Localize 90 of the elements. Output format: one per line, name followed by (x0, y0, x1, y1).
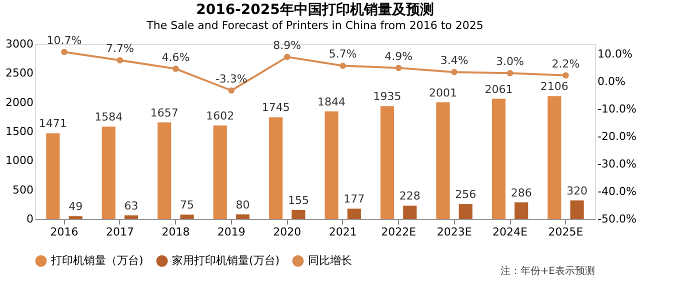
data-label: 1745 (262, 101, 290, 114)
data-label: 1935 (373, 90, 402, 104)
bar (458, 204, 472, 219)
bar (180, 214, 194, 219)
point (228, 87, 235, 94)
y2-tick-label: -40.0% (598, 184, 636, 198)
bar (292, 210, 306, 219)
x-tick-label: 2020 (273, 226, 302, 238)
data-label: 177 (344, 192, 365, 206)
data-label: 228 (399, 190, 420, 203)
point (562, 72, 569, 79)
bar (403, 206, 417, 219)
chart-subtitle: The Sale and Forecast of Printers in China from 2016 to 2025 (146, 18, 484, 32)
y-tick-label: 2500 (6, 66, 34, 80)
bar (380, 106, 394, 219)
point (506, 70, 514, 76)
data-label: 2001 (428, 86, 457, 100)
bar (347, 208, 361, 219)
data-label: 2061 (484, 82, 513, 96)
data-label: 1844 (318, 95, 346, 108)
x-tick-label: 2023E (436, 226, 472, 238)
data-label: 3.4% (440, 54, 468, 68)
data-label: 155 (288, 194, 309, 207)
data-label: 1602 (206, 110, 234, 123)
point (172, 66, 179, 72)
point (451, 68, 458, 76)
data-label: 4.6% (162, 50, 190, 64)
data-label: 1584 (94, 110, 123, 124)
data-label: 1657 (150, 106, 178, 120)
bar (68, 216, 82, 219)
bar (102, 126, 116, 219)
point (61, 48, 68, 56)
chart-title: 2016-2025年中国打印机销量及预测 (196, 2, 434, 18)
y-tick-label: 2000 (6, 96, 34, 109)
x-tick-label: 2018 (162, 226, 190, 238)
bar (436, 102, 450, 219)
bar (124, 215, 138, 219)
bar (46, 133, 60, 219)
y2-tick-label: -10.0% (598, 102, 636, 116)
bar (158, 122, 172, 219)
y-tick-label: 3000 (6, 38, 34, 50)
data-label: 1471 (38, 117, 67, 130)
text: 注：年份+E表示预测 (500, 265, 595, 277)
data-label: 320 (566, 184, 588, 198)
x-tick-label: 2024E (492, 226, 528, 238)
data-label: 2106 (540, 80, 568, 94)
bar (236, 214, 250, 219)
bar (269, 117, 283, 219)
data-label: 8.9% (273, 38, 302, 52)
x-tick-label: 2019 (217, 226, 246, 238)
point (284, 54, 290, 60)
data-label: 7.7% (106, 42, 134, 56)
x-tick-label: 2017 (106, 226, 134, 238)
data-label: 75 (180, 198, 194, 212)
y-tick-label: 1000 (6, 154, 34, 168)
bar (548, 96, 562, 219)
point (340, 62, 346, 69)
x-tick-label: 2025E (548, 226, 584, 238)
bar (492, 98, 506, 219)
y-tick-label: 500 (12, 183, 34, 196)
data-label: 5.7% (328, 48, 357, 61)
x-tick-label: 2021 (328, 226, 357, 238)
y2-tick-label: 10.0% (598, 47, 632, 60)
data-label: -3.3% (215, 72, 248, 86)
bar (570, 200, 584, 219)
data-label: 63 (124, 199, 138, 212)
data-label: 4.9% (384, 50, 413, 63)
bar (213, 126, 227, 219)
point (395, 64, 402, 72)
data-label: 2.2% (552, 57, 580, 70)
y2-tick-label: 0.0% (598, 74, 626, 88)
data-label: 256 (455, 188, 476, 202)
y-tick-label: 0 (26, 212, 34, 226)
legend-label: 打印机销量（万台) (50, 254, 144, 267)
y2-tick-label: -20.0% (598, 130, 636, 143)
y2-tick-label: -50.0% (598, 212, 636, 226)
legend-label: 同比增长 (308, 254, 352, 267)
data-label: 49 (68, 200, 83, 214)
y2-tick-label: -30.0% (598, 157, 636, 170)
data-label: 80 (236, 198, 250, 212)
bar (324, 111, 338, 219)
y-tick-label: 1500 (6, 125, 34, 138)
data-label: 286 (510, 186, 532, 200)
x-tick-label: 2022E (381, 226, 416, 238)
x-tick-label: 2016 (50, 226, 78, 238)
legend-label: 家用打印机销量(万台) (172, 254, 280, 267)
bar (514, 202, 528, 219)
data-label: 3.0% (496, 55, 524, 68)
point (116, 57, 124, 64)
data-label: 10.7% (46, 34, 82, 47)
